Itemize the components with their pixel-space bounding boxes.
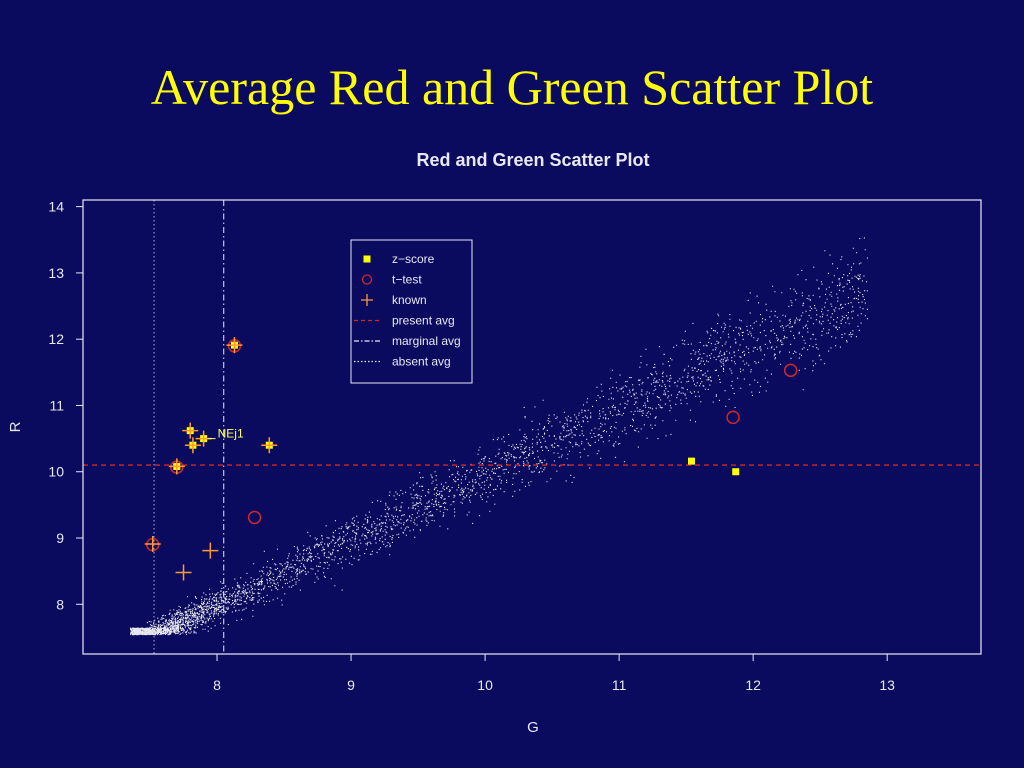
legend-label: known: [392, 293, 427, 307]
plot-frame: [82, 199, 982, 655]
legend-label: t−test: [392, 273, 422, 287]
legend-label: marginal avg: [392, 334, 461, 348]
x-tick-label: 11: [612, 677, 627, 693]
known-point: [144, 535, 161, 552]
known-point: [184, 437, 201, 454]
known-point: [168, 458, 185, 475]
ttest-point: [247, 510, 262, 525]
x-axis-label: G: [527, 719, 539, 736]
known-point: [261, 437, 278, 454]
y-axis-label: R: [7, 421, 24, 432]
y-tick-label: 11: [49, 397, 64, 413]
x-tick-label: 12: [745, 677, 761, 693]
legend-key-ttest: [361, 274, 373, 285]
legend-key-known: [361, 294, 373, 306]
axis-ticks: 8 9 10 11 12 13 8 9 10 11 12 13 14: [48, 199, 895, 693]
reference-lines: [83, 200, 981, 654]
y-tick-label: 14: [48, 199, 64, 215]
known-point: [175, 564, 192, 581]
x-tick-label: 13: [879, 677, 895, 693]
zscore-point: [687, 457, 695, 465]
marker-series: [144, 337, 798, 581]
x-tick-label: 10: [477, 677, 493, 693]
y-tick-label: 9: [56, 530, 64, 546]
legend-key-zscore: [363, 255, 371, 263]
annotations: NEj1: [207, 427, 244, 441]
ttest-point: [726, 410, 740, 425]
legend: z−score t−test known present avg marginal av…: [350, 239, 473, 384]
slide-title: Average Red and Green Scatter Plot: [150, 59, 874, 115]
legend-label: z−score: [392, 252, 435, 266]
legend-label: absent avg: [392, 355, 451, 369]
known-point: [226, 337, 243, 354]
y-tick-label: 8: [56, 596, 64, 612]
plot-title: Red and Green Scatter Plot: [416, 150, 649, 170]
y-tick-label: 10: [48, 464, 64, 480]
zscore-point: [732, 468, 740, 476]
x-tick-label: 9: [347, 677, 355, 693]
legend-box: [350, 239, 473, 384]
annotation-label: NEj1: [218, 427, 244, 441]
known-point: [202, 542, 219, 559]
x-tick-label: 8: [213, 677, 221, 693]
known-point: [182, 422, 199, 439]
legend-label: present avg: [392, 314, 455, 328]
ttest-point: [783, 363, 798, 378]
y-tick-label: 12: [48, 331, 64, 347]
y-tick-label: 13: [48, 265, 64, 281]
